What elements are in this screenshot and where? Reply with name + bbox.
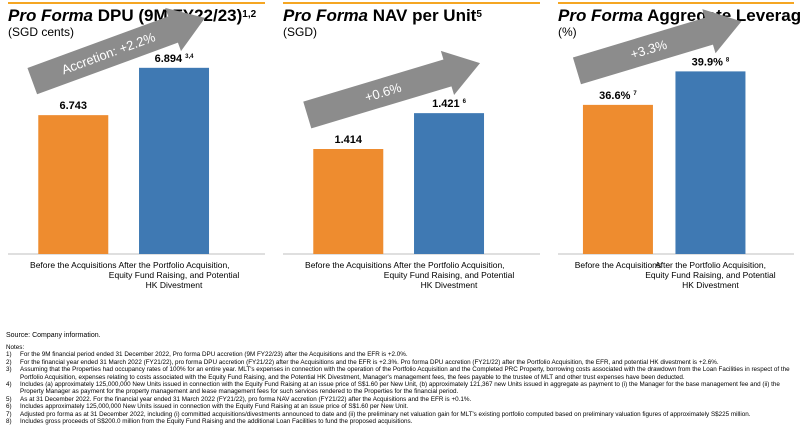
data-label: 6.894 3,4 (155, 53, 195, 65)
footnotes: Notes: 1) For the 9M financial period end… (6, 344, 794, 425)
category-label: Before the Acquisitions (30, 260, 116, 270)
footnote-text: Includes approximately 125,000,000 New U… (20, 403, 409, 411)
bar-after (414, 113, 485, 255)
footnote-text: Assuming that the Properties had occupan… (20, 366, 790, 381)
footnote-text: Includes gross proceeds of S$200.0 milli… (20, 418, 413, 426)
footnote-number: 7) (6, 410, 12, 418)
category-label-line: After the Portfolio Acquisition, (655, 260, 766, 270)
footnote-number: 5) (6, 395, 12, 403)
footnote-text: As at 31 December 2022. For the financia… (20, 395, 472, 403)
notes-title: Notes: (6, 344, 25, 351)
bar-before (38, 115, 109, 254)
chart-panel-nav: Pro Forma NAV per Unit5 (SGD) +0.6% 1.414… (283, 2, 540, 326)
data-label-superscript: 6 (463, 99, 467, 105)
footnote: 4) Includes (a) approximately 125,000,000… (6, 381, 794, 396)
chart-svg: +0.6% 1.414 Before the Acquisitions 1.421 6 A… (283, 50, 540, 290)
data-label: 39.9% 8 (692, 56, 730, 68)
data-label-superscript: 7 (633, 91, 637, 97)
footnote-number: 8) (6, 418, 12, 426)
arrow-shape (572, 9, 742, 85)
data-label: 1.414 (335, 134, 363, 146)
footnote-text: For the 9M financial period ended 31 Dec… (20, 351, 408, 359)
chart-title-italic: Pro Forma (283, 6, 369, 25)
category-label-line: Before the Acquisitions (575, 260, 661, 270)
footnote: 2) For the financial year ended 31 March … (6, 359, 794, 366)
category-label: After the Portfolio Acquisition, Equity F… (384, 260, 515, 290)
footnote: 6) Includes approximately 125,000,000 New… (6, 403, 794, 410)
source-note: Source: Company information. (6, 332, 101, 339)
bar-after (139, 67, 210, 254)
category-label-line: HK Divestment (682, 280, 739, 290)
footnote: 5) As at 31 December 2022. For the financ… (6, 396, 794, 403)
category-label: After the Portfolio Acquisition, Equity F… (645, 260, 776, 290)
category-label: After the Portfolio Acquisition, Equity F… (109, 260, 240, 290)
category-label-line: After the Portfolio Acquisition, (394, 260, 505, 270)
footnote: 3) Assuming that the Properties had occup… (6, 366, 794, 381)
category-label: Before the Acquisitions (305, 260, 391, 270)
category-label: Before the Acquisitions (575, 260, 661, 270)
chart-title: Pro Forma NAV per Unit5 (283, 6, 482, 26)
chart-title-italic: Pro Forma (558, 6, 644, 25)
plot-area: +3.3% 36.6% 7 Before the Acquisitions 39.9% 8… (558, 9, 794, 326)
arrow-shape (27, 7, 206, 95)
footnote-number: 4) (6, 381, 12, 389)
chart-subtitle: (SGD cents) (8, 25, 75, 39)
arrow-shape (303, 50, 481, 129)
bar-before (582, 104, 653, 254)
footnote-text: For the financial year ended 31 March 20… (20, 358, 719, 366)
chart-title: Pro Forma DPU (9M FY22/23)1,2 (8, 6, 256, 26)
data-label: 36.6% 7 (599, 90, 637, 102)
data-label-superscript: 8 (726, 57, 730, 63)
category-label-line: Equity Fund Raising, and Potential (645, 270, 776, 280)
footnote: 1) For the 9M financial period ended 31 D… (6, 351, 794, 358)
chart-title: Pro Forma Aggregate Leverage (558, 6, 800, 26)
chart-title-italic: Pro Forma (8, 6, 94, 25)
chart-title-text: Aggregate Leverage (647, 6, 800, 25)
category-label-line: HK Divestment (146, 280, 203, 290)
chart-subtitle: (%) (558, 25, 577, 39)
category-label-line: Before the Acquisitions (305, 260, 391, 270)
notes-list: 1) For the 9M financial period ended 31 D… (6, 351, 794, 425)
category-label-line: Before the Acquisitions (30, 260, 116, 270)
footnote-number: 3) (6, 366, 12, 374)
footnote-number: 6) (6, 403, 12, 411)
chart-subtitle: (SGD) (283, 25, 317, 39)
chart-title-superscript: 1,2 (242, 9, 257, 20)
bar-after (675, 71, 746, 255)
footnote-number: 1) (6, 351, 12, 359)
chart-panel-leverage: Pro Forma Aggregate Leverage (%) +3.3% 36… (558, 2, 800, 326)
chart-title-text: NAV per Unit (368, 6, 477, 25)
footnote-text: Includes (a) approximately 125,000,000 N… (20, 381, 780, 396)
footnote: 8) Includes gross proceeds of S$200.0 mil… (6, 418, 794, 425)
category-label-line: Equity Fund Raising, and Potential (109, 270, 240, 280)
accretion-arrow: +0.6% (303, 50, 481, 129)
plot-area: Accretion: +2.2% 6.743 Before the Acquisit… (8, 7, 265, 326)
category-label-line: Equity Fund Raising, and Potential (384, 270, 515, 280)
data-label: 6.743 (60, 100, 88, 112)
chart-panel-dpu: Pro Forma DPU (9M FY22/23)1,2 (SGD cents… (8, 2, 265, 326)
chart-title-superscript: 5 (476, 9, 482, 20)
plot-area: +0.6% 1.414 Before the Acquisitions 1.421 6 A… (283, 44, 540, 326)
data-label-superscript: 3,4 (185, 54, 194, 60)
footnote-number: 2) (6, 358, 12, 366)
bar-before (313, 149, 384, 254)
chart-svg: +3.3% 36.6% 7 Before the Acquisitions 39.9% 8… (558, 9, 794, 290)
footnote: 7) Adjusted pro forma as at 31 December 2… (6, 411, 794, 418)
data-label: 1.421 6 (432, 98, 467, 110)
accretion-arrow: +3.3% (572, 9, 742, 85)
category-label-line: After the Portfolio Acquisition, (119, 260, 230, 270)
footnote-text: Adjusted pro forma as at 31 December 202… (20, 410, 751, 418)
category-label-line: HK Divestment (421, 280, 478, 290)
